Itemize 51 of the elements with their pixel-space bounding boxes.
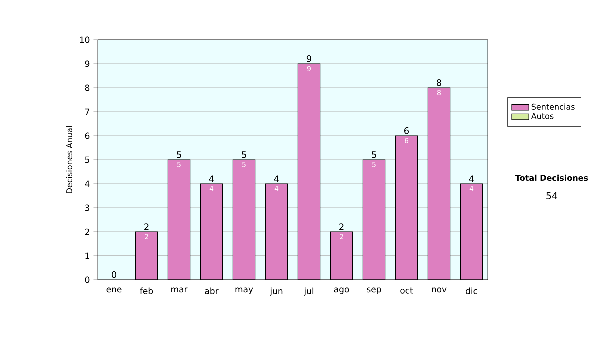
y-tick-label: 9: [85, 60, 90, 68]
y-tick-label: 2: [85, 228, 90, 236]
y-tick-label: 5: [85, 156, 90, 164]
x-tick-label: oct: [400, 288, 414, 294]
x-tick-label: ago: [334, 288, 350, 294]
y-tick-label: 1: [86, 252, 90, 260]
bar: [136, 232, 158, 280]
x-tick-label: sep: [367, 288, 382, 294]
bar: [266, 184, 288, 280]
total-label: 4: [469, 176, 474, 182]
total-label: 2: [340, 224, 344, 230]
text: 54: [546, 192, 558, 200]
y-tick-label: 10: [80, 36, 90, 44]
x-tick-label: dic: [466, 288, 478, 294]
bar: [200, 184, 223, 280]
y-tick-label: 3: [85, 204, 90, 212]
total-label: 5: [177, 152, 182, 158]
x-tick-label: feb: [140, 288, 154, 294]
legend-label: Autos: [531, 113, 554, 120]
bar: [233, 160, 256, 280]
x-tick-label: may: [236, 288, 254, 294]
bar: [330, 232, 353, 280]
x-tick-label: mar: [172, 288, 188, 293]
total-label: 8: [436, 79, 442, 86]
total-label: 6: [404, 127, 410, 134]
x-tick-label: abr: [205, 288, 219, 294]
y-tick-label: 8: [85, 84, 90, 92]
bar: [168, 160, 190, 280]
total-label: 5: [242, 152, 246, 158]
legend-label: Sentencias: [532, 104, 575, 110]
y-tick-label: 4: [85, 180, 90, 188]
y-axis-title: Decisiones Anual: [66, 126, 73, 194]
text: Total Decisiones: [515, 174, 588, 182]
y-tick-label: 0: [85, 276, 90, 284]
total-label: 0: [112, 271, 117, 278]
x-tick-label: jun: [270, 288, 283, 296]
total-label: 2: [144, 224, 149, 230]
total-label: 4: [274, 176, 280, 182]
x-tick-label: nov: [432, 288, 447, 293]
bar: [460, 184, 484, 280]
total-label: 5: [372, 152, 376, 158]
bar: [298, 64, 320, 280]
total-label: 9: [306, 55, 312, 62]
bar: [428, 88, 450, 280]
bar: [396, 136, 418, 280]
y-tick-label: 6: [85, 132, 90, 140]
x-tick-label: ene: [106, 288, 122, 293]
y-tick-label: 7: [85, 108, 90, 116]
x-tick-label: jul: [304, 288, 314, 296]
bar: [363, 160, 386, 280]
total-label: 4: [209, 176, 214, 182]
